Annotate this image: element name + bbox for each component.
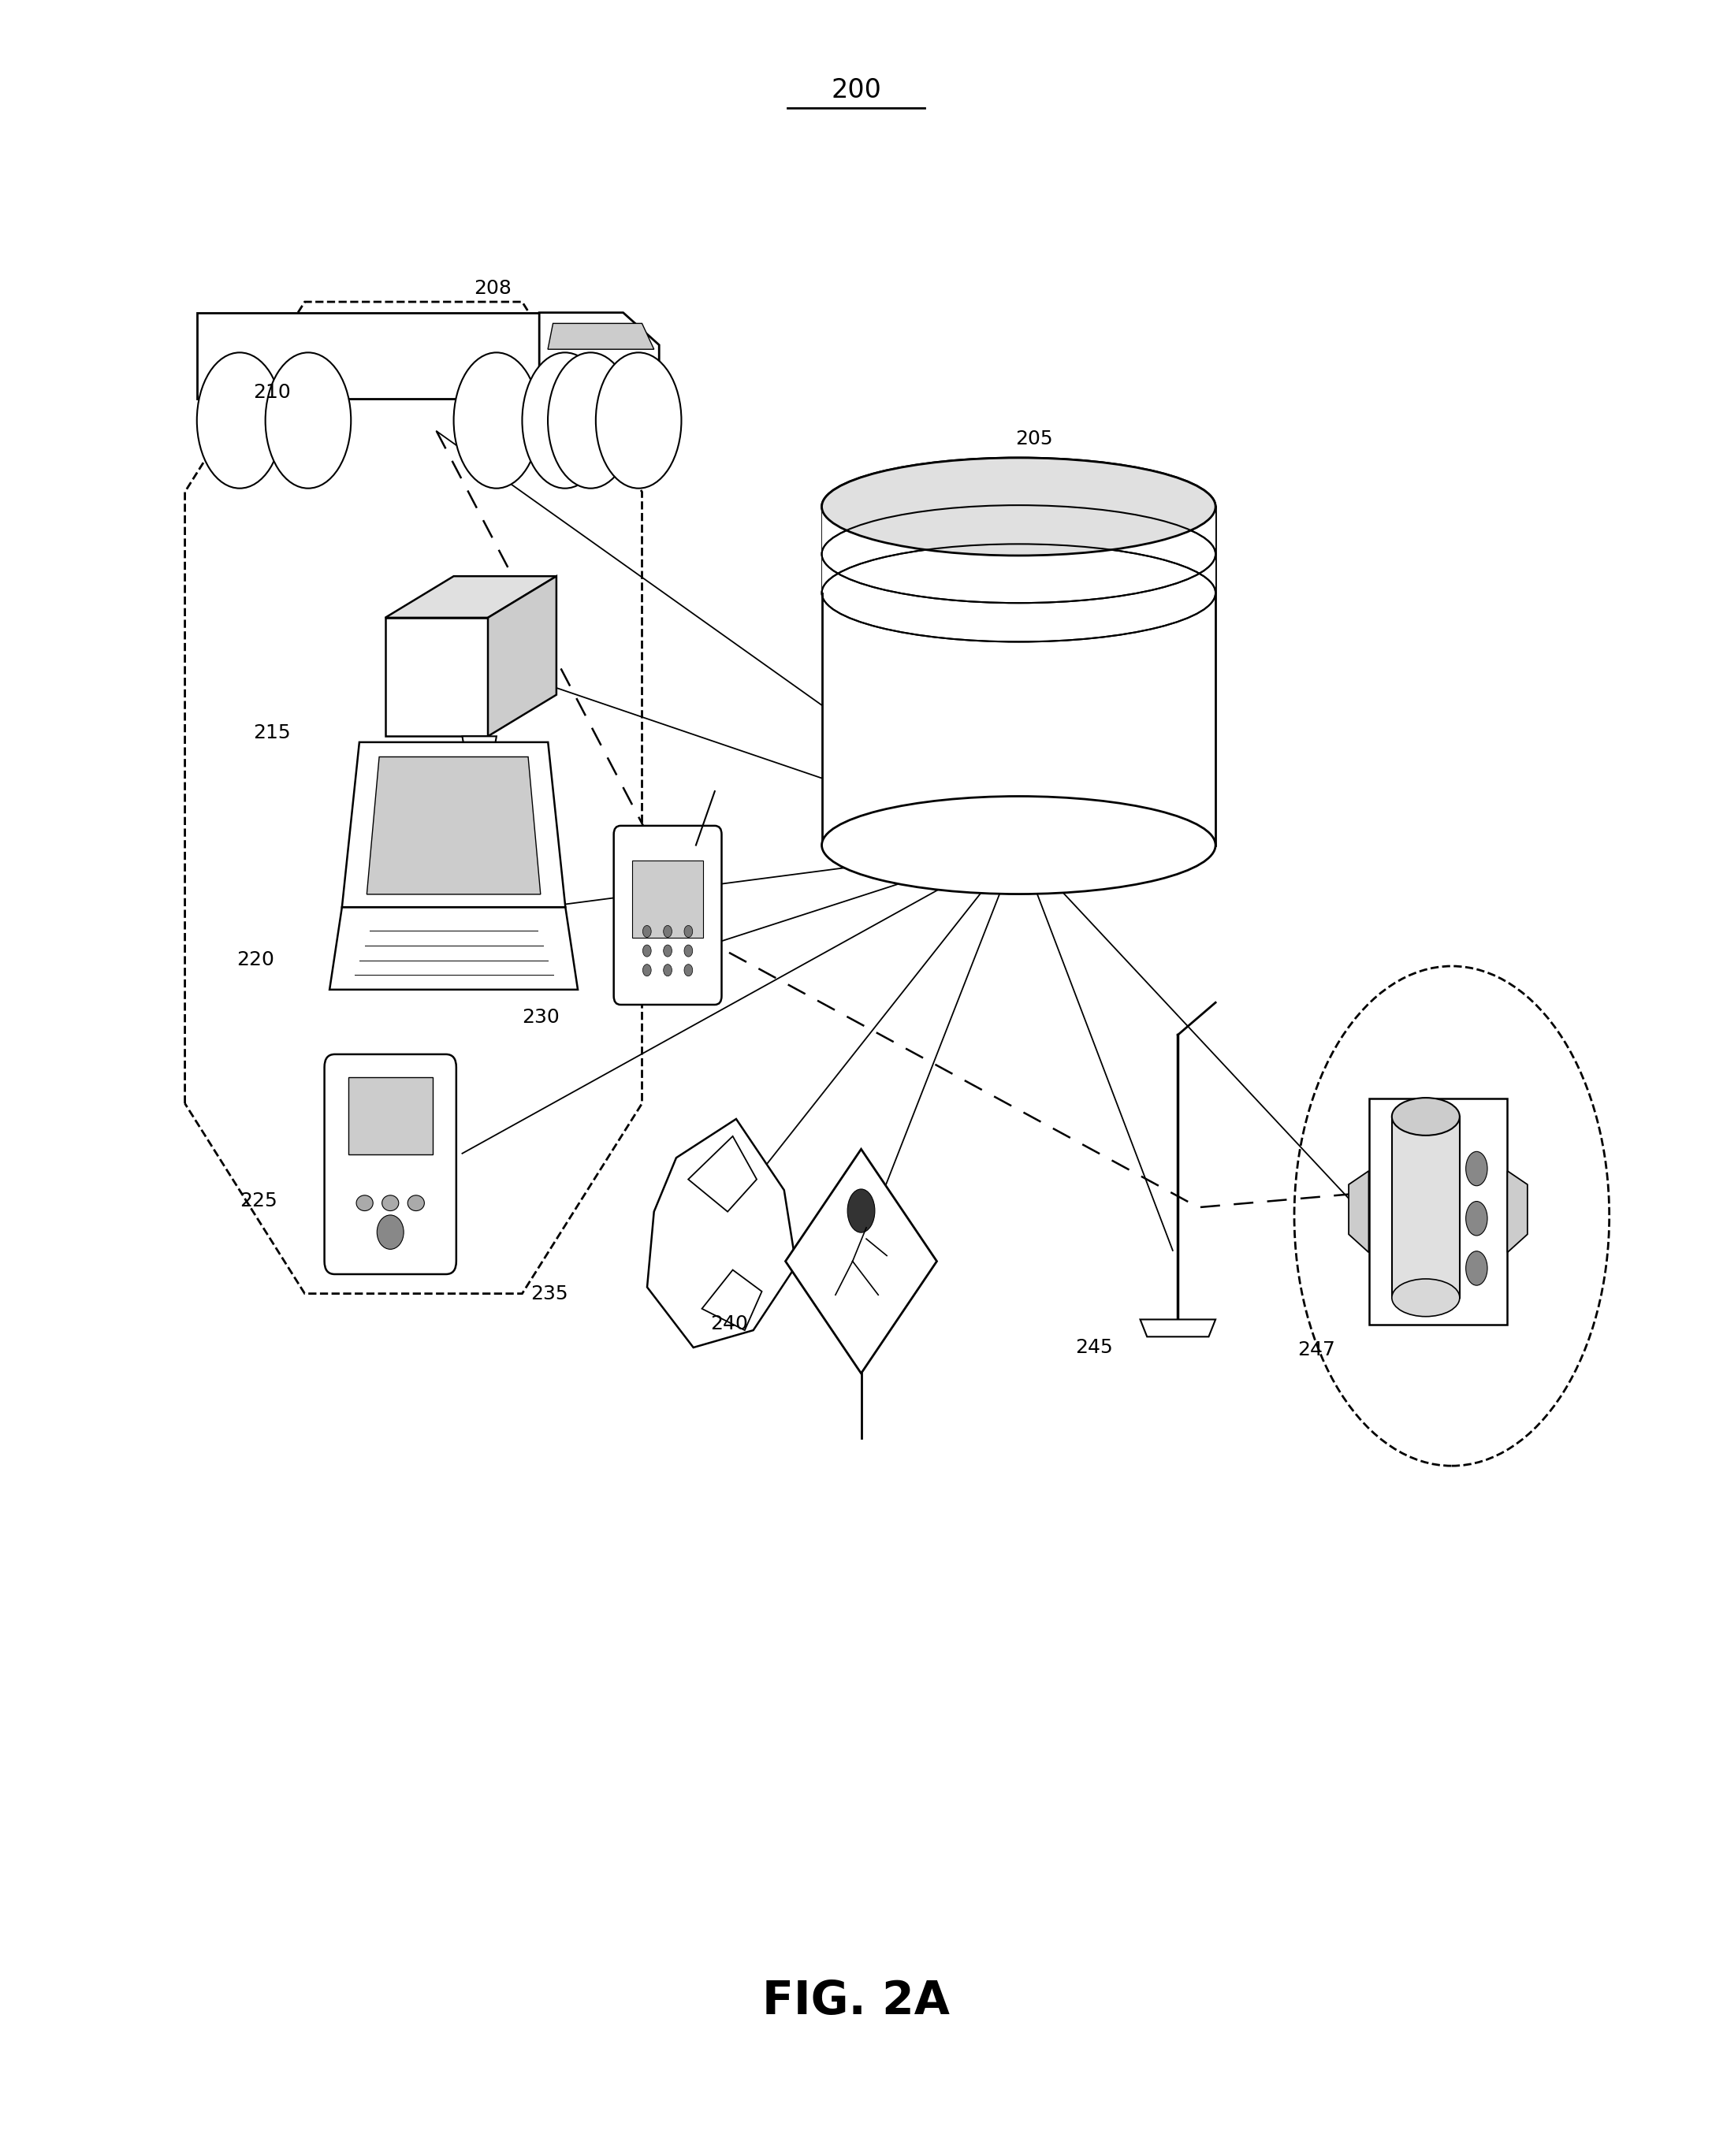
Polygon shape xyxy=(437,765,514,778)
Ellipse shape xyxy=(664,944,671,957)
Text: 230: 230 xyxy=(522,1009,560,1026)
Text: 235: 235 xyxy=(531,1285,568,1302)
Text: 200: 200 xyxy=(830,78,882,103)
Text: 215: 215 xyxy=(253,724,291,742)
Ellipse shape xyxy=(265,354,351,487)
Text: 240: 240 xyxy=(710,1315,748,1332)
Ellipse shape xyxy=(596,354,681,487)
Ellipse shape xyxy=(685,925,693,938)
Polygon shape xyxy=(366,757,541,895)
Text: 220: 220 xyxy=(236,951,274,968)
Polygon shape xyxy=(1349,1171,1370,1253)
Text: 205: 205 xyxy=(1015,429,1053,448)
Ellipse shape xyxy=(522,354,608,487)
Polygon shape xyxy=(786,1149,936,1373)
Ellipse shape xyxy=(356,1194,373,1212)
Ellipse shape xyxy=(454,354,539,487)
Polygon shape xyxy=(1370,1100,1507,1324)
Ellipse shape xyxy=(664,964,671,977)
Polygon shape xyxy=(342,742,565,908)
Polygon shape xyxy=(822,507,1216,845)
Ellipse shape xyxy=(1465,1250,1488,1285)
Ellipse shape xyxy=(197,354,282,487)
Ellipse shape xyxy=(664,925,671,938)
Polygon shape xyxy=(348,1076,433,1156)
Polygon shape xyxy=(462,737,496,765)
Polygon shape xyxy=(647,1119,796,1348)
Ellipse shape xyxy=(1465,1151,1488,1186)
Ellipse shape xyxy=(548,354,633,487)
Polygon shape xyxy=(548,323,654,349)
Polygon shape xyxy=(702,1270,762,1330)
Ellipse shape xyxy=(642,964,651,977)
Polygon shape xyxy=(197,313,539,399)
Text: 247: 247 xyxy=(1298,1341,1335,1358)
Polygon shape xyxy=(1507,1171,1527,1253)
Polygon shape xyxy=(329,908,579,990)
Polygon shape xyxy=(822,507,1216,593)
Ellipse shape xyxy=(822,457,1216,556)
Ellipse shape xyxy=(642,925,651,938)
Ellipse shape xyxy=(382,1194,399,1212)
Text: FIG. 2A: FIG. 2A xyxy=(762,1979,950,2022)
Polygon shape xyxy=(688,1136,757,1212)
Ellipse shape xyxy=(822,457,1216,556)
Ellipse shape xyxy=(1392,1097,1460,1136)
Ellipse shape xyxy=(407,1194,425,1212)
Ellipse shape xyxy=(685,944,693,957)
Polygon shape xyxy=(632,860,704,938)
Polygon shape xyxy=(385,619,488,737)
FancyBboxPatch shape xyxy=(325,1054,457,1274)
Polygon shape xyxy=(539,313,659,399)
Ellipse shape xyxy=(642,944,651,957)
FancyBboxPatch shape xyxy=(613,826,722,1005)
Text: 245: 245 xyxy=(1075,1339,1113,1356)
Ellipse shape xyxy=(847,1190,875,1233)
Ellipse shape xyxy=(377,1216,404,1248)
Ellipse shape xyxy=(822,796,1216,895)
Polygon shape xyxy=(488,576,556,737)
Polygon shape xyxy=(1392,1117,1460,1298)
Text: 225: 225 xyxy=(240,1192,277,1210)
Polygon shape xyxy=(1140,1319,1216,1337)
Ellipse shape xyxy=(1465,1201,1488,1235)
Ellipse shape xyxy=(685,964,693,977)
Polygon shape xyxy=(385,576,556,619)
Text: 210: 210 xyxy=(253,384,291,401)
Ellipse shape xyxy=(1392,1279,1460,1317)
Text: 208: 208 xyxy=(474,278,512,298)
